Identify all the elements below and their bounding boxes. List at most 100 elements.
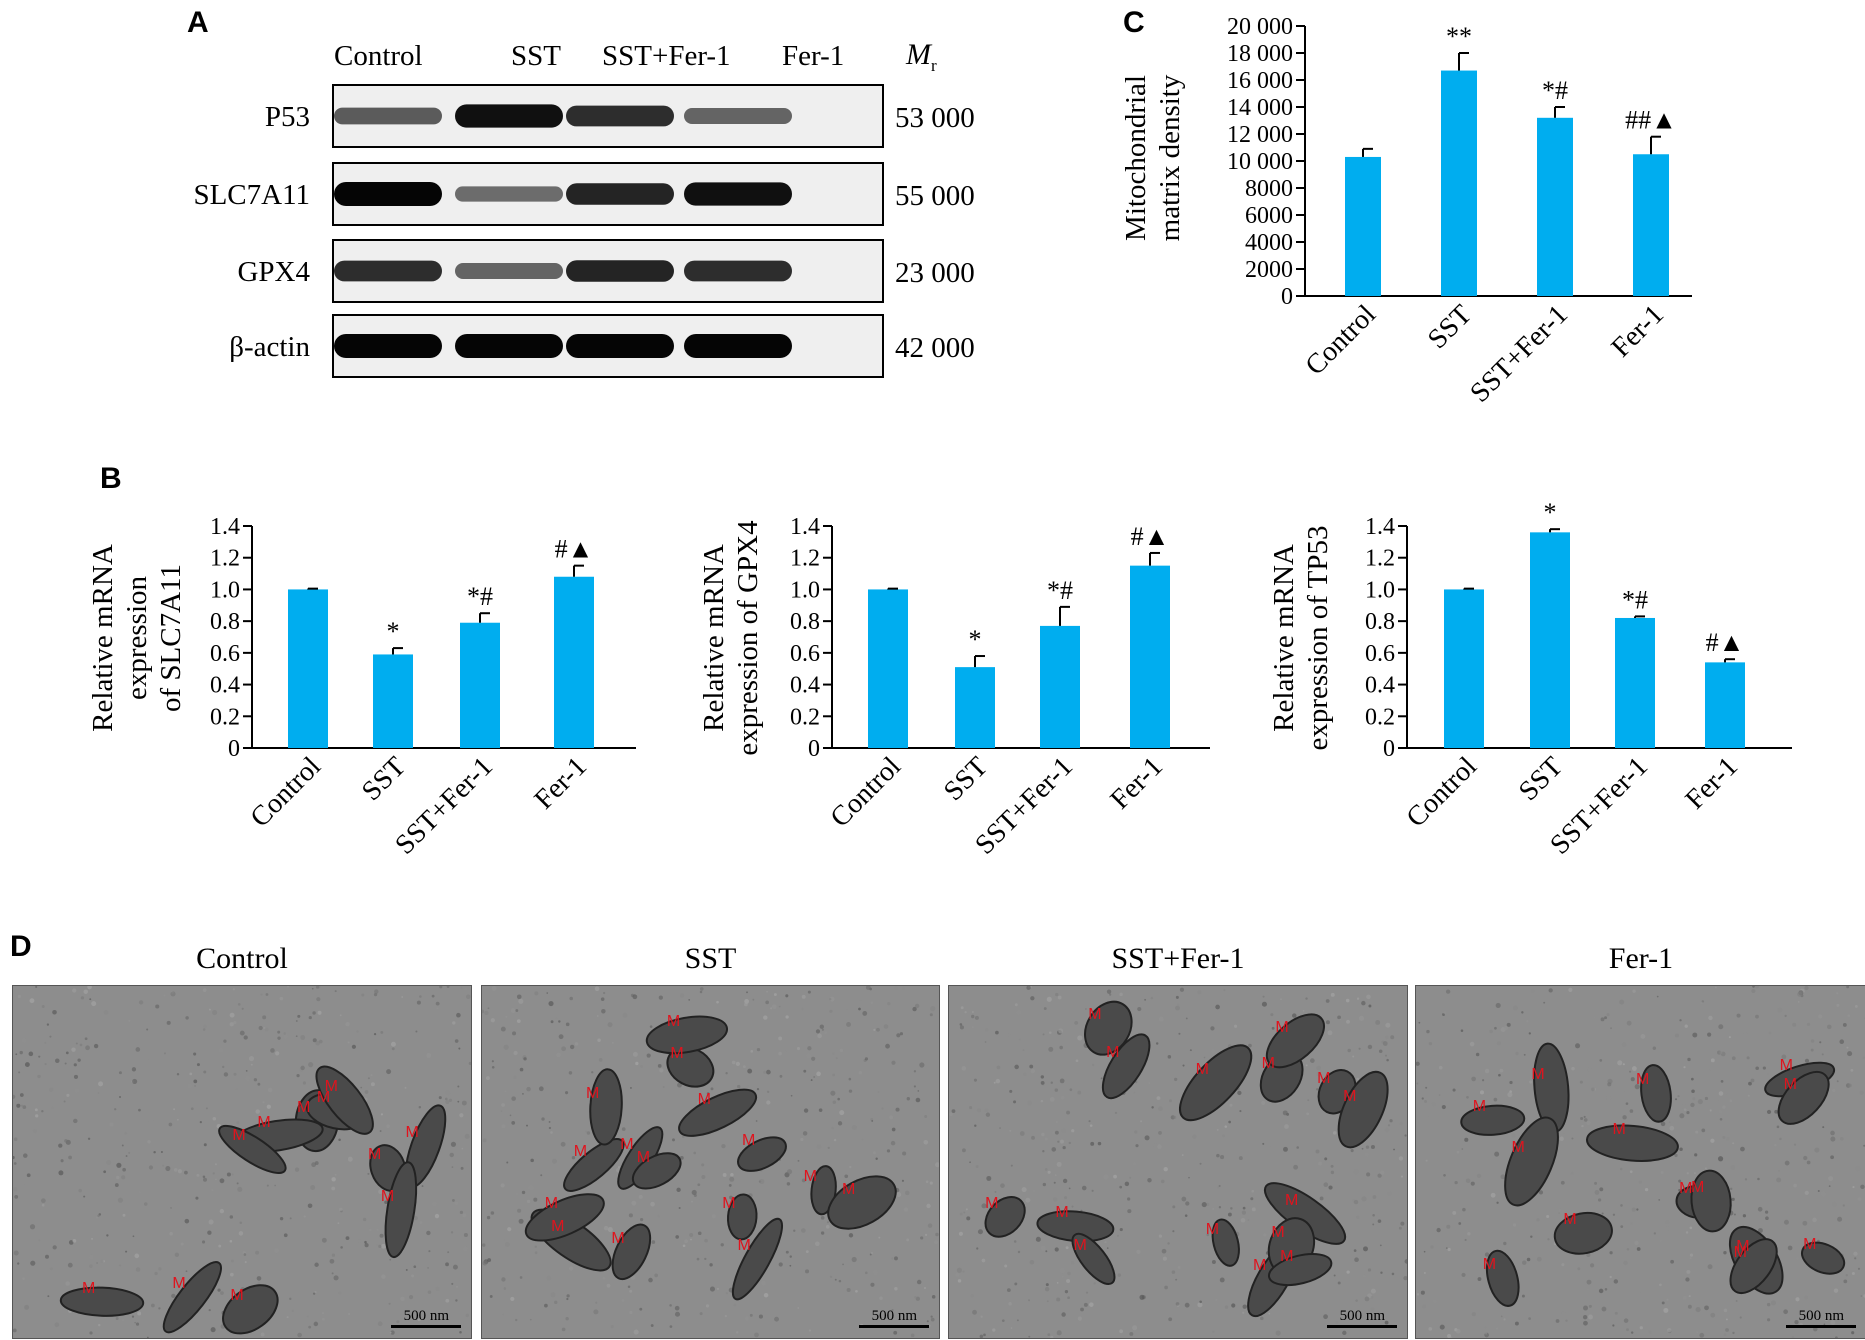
em-grain: [1774, 1109, 1779, 1114]
em-grain: [1022, 1049, 1025, 1052]
em-grain: [158, 1267, 162, 1271]
em-grain: [1699, 1332, 1705, 1338]
em-grain: [1707, 1264, 1713, 1270]
em-grain: [871, 1120, 874, 1122]
em-grain: [1629, 1109, 1634, 1113]
em-grain: [337, 1222, 340, 1225]
em-grain: [568, 1071, 573, 1075]
em-grain: [808, 1329, 812, 1332]
wb-row-0: P53 53 000: [265, 84, 975, 148]
mitochondria-label: M: [1612, 1121, 1626, 1139]
em-grain: [305, 1022, 309, 1025]
em-grain: [704, 1257, 707, 1261]
mitochondria-label: M: [586, 1084, 600, 1102]
em-grain: [138, 1000, 144, 1005]
em-grain: [662, 1086, 665, 1089]
mitochondria-label: M: [1280, 1247, 1294, 1265]
em-grain: [1353, 1199, 1359, 1205]
em-grain: [1766, 1318, 1771, 1322]
em-grain: [1588, 1304, 1592, 1308]
em-grain: [463, 1232, 468, 1238]
em-grain: [379, 1130, 382, 1133]
em-grain: [203, 1177, 208, 1182]
em-grain: [1144, 1135, 1150, 1141]
em-grain: [274, 1248, 280, 1254]
em-grain: [568, 1266, 574, 1271]
wb-protein-label: SLC7A11: [193, 179, 310, 211]
em-grain: [1201, 1202, 1207, 1208]
em-grain: [482, 1260, 488, 1266]
em-grain: [1665, 1220, 1670, 1225]
em-grain: [1053, 1181, 1056, 1184]
em-grain: [1219, 1277, 1225, 1283]
em-grain: [1017, 1250, 1021, 1254]
em-grain: [1042, 1033, 1045, 1036]
em-grain: [171, 1293, 176, 1299]
em-grain: [1684, 1024, 1688, 1028]
em-grain: [1623, 1260, 1628, 1266]
em-grain: [321, 1237, 327, 1243]
em-grain: [807, 1046, 812, 1051]
em-grain: [1055, 992, 1059, 997]
em-grain: [793, 1229, 796, 1232]
em-grain: [401, 996, 404, 998]
em-grain: [1631, 1207, 1636, 1212]
em-grain: [797, 1307, 800, 1309]
em-grain: [1060, 1139, 1064, 1144]
em-grain: [1433, 1299, 1437, 1304]
em-grain: [1398, 1226, 1402, 1230]
y-tick-label: 10 000: [1227, 149, 1293, 175]
em-grain: [1028, 1299, 1031, 1302]
em-grain: [267, 1087, 273, 1093]
em-grain: [255, 1109, 260, 1114]
em-grain: [697, 1231, 702, 1236]
em-grain: [41, 1109, 44, 1113]
em-grain: [1385, 1035, 1389, 1040]
em-grain: [339, 1207, 343, 1212]
em-grain: [340, 1246, 343, 1249]
em-grain: [1268, 1312, 1271, 1315]
em-grain: [291, 1309, 294, 1313]
em-grain: [1692, 1032, 1698, 1038]
em-grain: [245, 1076, 250, 1081]
em-grain: [1559, 1136, 1564, 1141]
em-grain: [22, 1105, 27, 1109]
em-grain: [959, 1025, 965, 1030]
em-grain: [236, 1182, 239, 1185]
em-grain: [154, 1271, 158, 1276]
em-grain: [509, 1114, 512, 1117]
em-grain: [1860, 1295, 1863, 1297]
em-grain: [35, 1114, 39, 1118]
em-grain: [500, 1183, 505, 1188]
em-grain: [435, 1286, 440, 1292]
em-grain: [774, 1316, 779, 1322]
em-grain: [1270, 1013, 1274, 1017]
em-grain: [1445, 1247, 1448, 1249]
em-grain: [832, 1073, 836, 1077]
em-grain: [1210, 1026, 1215, 1031]
em-grain: [1847, 1014, 1851, 1017]
em-grain: [459, 1330, 462, 1334]
em-grain: [67, 1262, 73, 1268]
em-grain: [1629, 1170, 1633, 1174]
wb-band: [334, 334, 442, 358]
em-grain: [153, 1151, 156, 1154]
em-grain: [222, 1065, 225, 1069]
em-grain: [816, 1071, 821, 1077]
em-grain: [829, 998, 832, 1001]
em-grain: [132, 1078, 138, 1085]
em-grain: [716, 1000, 719, 1004]
mitochondrion: [524, 1193, 605, 1242]
em-grain: [1582, 1315, 1588, 1320]
em-grain: [1137, 1006, 1142, 1012]
em-grain: [438, 1096, 442, 1100]
em-grain: [596, 1015, 599, 1017]
em-grain: [1116, 1234, 1119, 1237]
em-grain: [752, 998, 755, 1001]
mitochondria-label: M: [1779, 1057, 1793, 1075]
bar: [1530, 532, 1570, 748]
wb-band: [684, 182, 792, 206]
em-grain: [1425, 1159, 1428, 1162]
em-grain: [314, 1161, 319, 1166]
em-grain: [1688, 1295, 1691, 1298]
